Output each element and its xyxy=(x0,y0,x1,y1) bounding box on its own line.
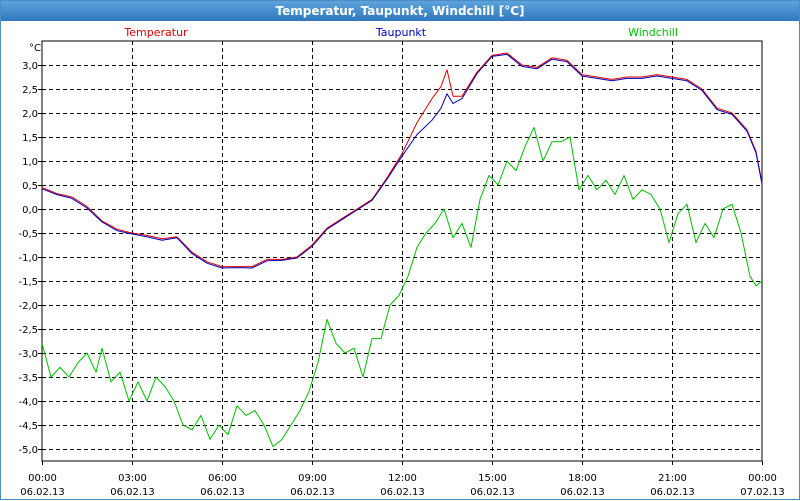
y-tick-label: -4,5 xyxy=(18,421,38,432)
x-tick-date-label: 06.02.13 xyxy=(470,487,515,498)
x-tick-time-label: 06:00 xyxy=(208,473,237,484)
legend-entry-temperatur: Temperatur xyxy=(123,26,188,39)
x-tick-date-label: 07.02.13 xyxy=(740,487,785,498)
x-tick-time-label: 21:00 xyxy=(658,473,687,484)
x-tick-date-label: 06.02.13 xyxy=(380,487,425,498)
y-tick-label: -4,0 xyxy=(18,397,38,408)
x-tick-date-label: 06.02.13 xyxy=(650,487,695,498)
y-tick-label: 0,5 xyxy=(22,181,38,192)
series-line-windchill xyxy=(41,126,763,448)
y-tick-label: -3,0 xyxy=(18,349,38,360)
x-tick-time-label: 00:00 xyxy=(28,473,57,484)
y-tick-label: -1,5 xyxy=(18,277,38,288)
y-tick-label: -5,0 xyxy=(18,445,38,456)
series-line-temperatur xyxy=(41,52,763,268)
legend-entry-windchill: Windchill xyxy=(628,26,678,39)
x-tick-time-label: 03:00 xyxy=(118,473,147,484)
x-tick-date-label: 06.02.13 xyxy=(200,487,245,498)
legend: Temperatur Taupunkt Windchill xyxy=(123,26,678,39)
x-tick-date-label: 06.02.13 xyxy=(290,487,335,498)
series-line-taupunkt xyxy=(41,53,763,269)
legend-entry-taupunkt: Taupunkt xyxy=(375,26,427,39)
y-tick-label: -3,5 xyxy=(18,373,38,384)
y-tick-label: 2,0 xyxy=(22,109,38,120)
x-tick-date-label: 06.02.13 xyxy=(110,487,155,498)
y-tick-label: -1,0 xyxy=(18,253,38,264)
x-tick-time-label: 00:00 xyxy=(748,473,777,484)
y-tick-label: -0,5 xyxy=(18,229,38,240)
axis-ticks: 3,0 2,5 2,0 1,5 1,0 0,5 0,0 -0,5 -1,0 -1,5 -2,0 -2,… xyxy=(18,61,784,498)
x-tick-time-label: 12:00 xyxy=(388,473,417,484)
y-tick-label: 2,5 xyxy=(22,85,38,96)
y-tick-label: -2,5 xyxy=(18,325,38,336)
x-tick-time-label: 09:00 xyxy=(298,473,327,484)
x-tick-time-label: 15:00 xyxy=(478,473,507,484)
x-tick-date-label: 06.02.13 xyxy=(560,487,605,498)
y-axis-unit: °C xyxy=(29,43,41,54)
x-tick-time-label: 18:00 xyxy=(568,473,597,484)
series-lines xyxy=(41,52,763,448)
y-tick-label: 0,0 xyxy=(22,205,38,216)
y-tick-label: 3,0 xyxy=(22,61,38,72)
window-title: Temperatur, Taupunkt, Windchill [°C] xyxy=(1,1,799,21)
y-tick-label: 1,0 xyxy=(22,157,38,168)
grid xyxy=(42,41,762,461)
x-tick-date-label: 06.02.13 xyxy=(20,487,65,498)
y-tick-label: 1,5 xyxy=(22,133,38,144)
y-tick-label: -2,0 xyxy=(18,301,38,312)
